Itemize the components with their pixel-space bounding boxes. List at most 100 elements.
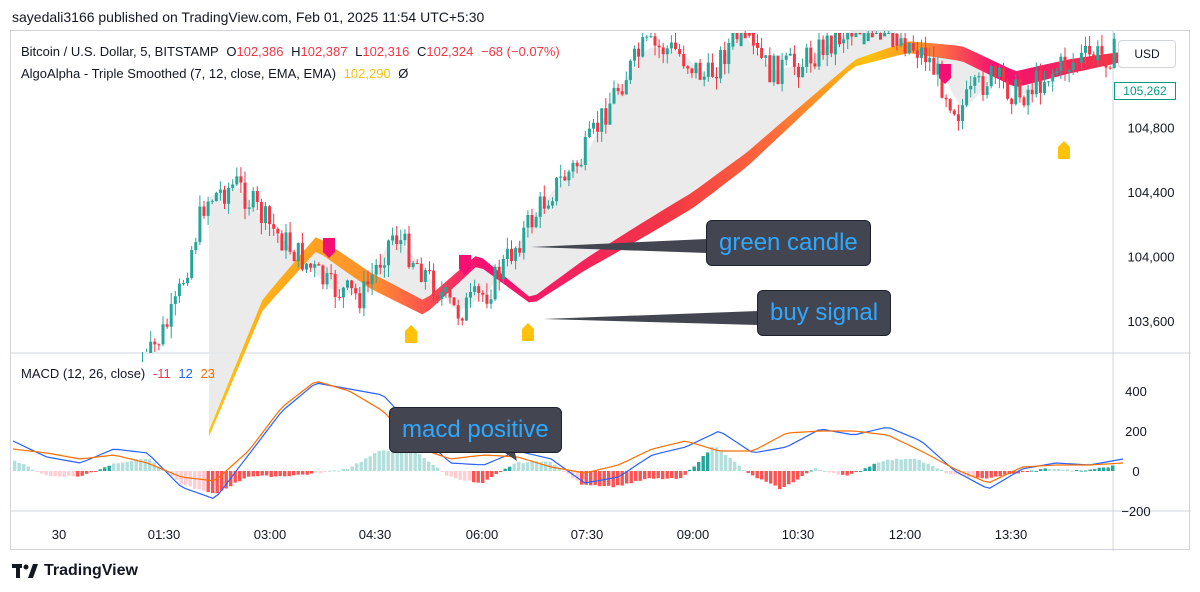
chart-frame[interactable]: 30 01:30 03:00 04:30 06:00 07:30 09:00 10:30 12:… — [10, 30, 1191, 551]
candle-body — [223, 189, 226, 204]
candle-body — [542, 196, 546, 209]
macd-histogram-bar — [265, 471, 269, 476]
macd-histogram-bar — [1003, 471, 1007, 475]
candle-body — [460, 318, 464, 321]
candle-body — [702, 76, 706, 80]
macd-histogram-bar — [454, 471, 458, 479]
candle-body — [1014, 79, 1018, 105]
candle-body — [612, 87, 616, 104]
macd-histogram-bar — [287, 471, 291, 477]
macd-histogram-bar — [832, 471, 836, 473]
candle-body — [956, 114, 960, 122]
candle-body — [665, 48, 669, 55]
close-label: C — [416, 44, 427, 59]
candle-body — [686, 66, 690, 69]
candle-body — [809, 47, 813, 64]
macd-histogram-bar — [130, 460, 134, 471]
candle-body — [1034, 71, 1038, 95]
candle-body — [1100, 46, 1104, 55]
candle-body — [149, 341, 153, 353]
candle-body — [616, 87, 620, 92]
candle-body — [1026, 89, 1030, 106]
macd-histogram-bar — [562, 471, 566, 473]
macd-histogram-bar — [62, 471, 66, 477]
macd-histogram-bar — [733, 461, 737, 471]
macd-histogram-bar — [467, 471, 471, 481]
candle-body — [751, 33, 755, 46]
macd-histogram-bar — [71, 471, 75, 477]
candle-body — [637, 48, 641, 57]
candle-body — [747, 33, 751, 36]
candle-body — [313, 264, 317, 268]
macd-histogram-bar — [697, 461, 701, 471]
currency-button[interactable]: USD — [1118, 40, 1176, 68]
macd-histogram-bar — [121, 462, 125, 471]
macd-histogram-bar — [233, 471, 237, 483]
macd-histogram-bar — [85, 471, 89, 474]
candle-body — [239, 176, 243, 183]
candle-body — [419, 263, 423, 282]
macd-histogram-bar — [814, 468, 818, 471]
candle-body — [924, 47, 928, 63]
macd-histogram-bar — [940, 469, 944, 471]
macd-histogram-bar — [593, 471, 597, 486]
macd-histogram-bar — [215, 471, 219, 494]
indicator-legend: AlgoAlpha - Triple Smoothed (7, 12, clos… — [21, 66, 412, 81]
macd-histogram-bar — [355, 463, 359, 471]
macd-histogram-bar — [809, 470, 813, 472]
candle-body — [969, 85, 973, 90]
candle-body — [387, 240, 390, 266]
macd-histogram-bar — [1111, 465, 1115, 471]
macd-tick-label: 400 — [1125, 384, 1147, 399]
macd-histogram-bar — [346, 469, 350, 471]
candle-body — [366, 281, 370, 285]
macd-histogram-bar — [818, 469, 822, 471]
chart-canvas[interactable]: 30 01:30 03:00 04:30 06:00 07:30 09:00 10:30 12:… — [11, 31, 1191, 551]
candle-body — [300, 242, 304, 270]
macd-histogram-bar — [580, 471, 584, 485]
macd-histogram-bar — [881, 461, 885, 471]
candle-body — [608, 103, 612, 125]
candle-body — [555, 177, 559, 202]
time-tick-label: 10:30 — [782, 527, 815, 542]
candle-body — [715, 76, 718, 79]
candle-body — [641, 37, 645, 57]
candle-body — [1002, 67, 1005, 81]
candle-body — [1075, 62, 1079, 64]
candle-body — [350, 280, 354, 289]
macd-histogram-bar — [598, 471, 602, 487]
macd-histogram-bar — [665, 471, 669, 479]
macd-histogram-bar — [1093, 469, 1097, 471]
candle-body — [854, 33, 858, 38]
candle-body — [227, 187, 231, 204]
macd-histogram-bar — [323, 471, 327, 472]
macd-histogram-bar — [197, 471, 201, 489]
macd-histogram-bar — [877, 462, 881, 471]
candle-body — [403, 233, 407, 241]
macd-histogram-bar — [508, 466, 512, 471]
macd-histogram-bar — [314, 471, 318, 473]
tradingview-logo-icon — [12, 564, 38, 578]
candle-body — [903, 38, 907, 54]
candle-body — [829, 35, 833, 54]
macd-histogram-bar — [13, 460, 17, 471]
macd-legend: MACD (12, 26, close) -11 12 23 — [21, 366, 219, 381]
candle-body — [936, 63, 940, 75]
macd-pane — [12, 381, 1124, 499]
macd-histogram-bar — [935, 468, 939, 471]
candle-body — [825, 35, 829, 56]
candle-body — [518, 248, 522, 253]
candle-body — [833, 33, 837, 55]
candle-body — [325, 273, 329, 285]
candle-body — [915, 50, 919, 58]
high-label: H — [291, 44, 301, 59]
macd-histogram-bar — [521, 463, 525, 471]
macd-histogram-bar — [737, 465, 741, 471]
macd-histogram-bar — [1084, 470, 1088, 472]
candle-body — [948, 99, 952, 111]
macd-histogram-bar — [1088, 469, 1092, 471]
candle-body — [1108, 67, 1112, 69]
macd-histogram-bar — [440, 471, 444, 472]
macd-histogram-bar — [778, 471, 782, 490]
macd-histogram-bar — [557, 468, 561, 471]
